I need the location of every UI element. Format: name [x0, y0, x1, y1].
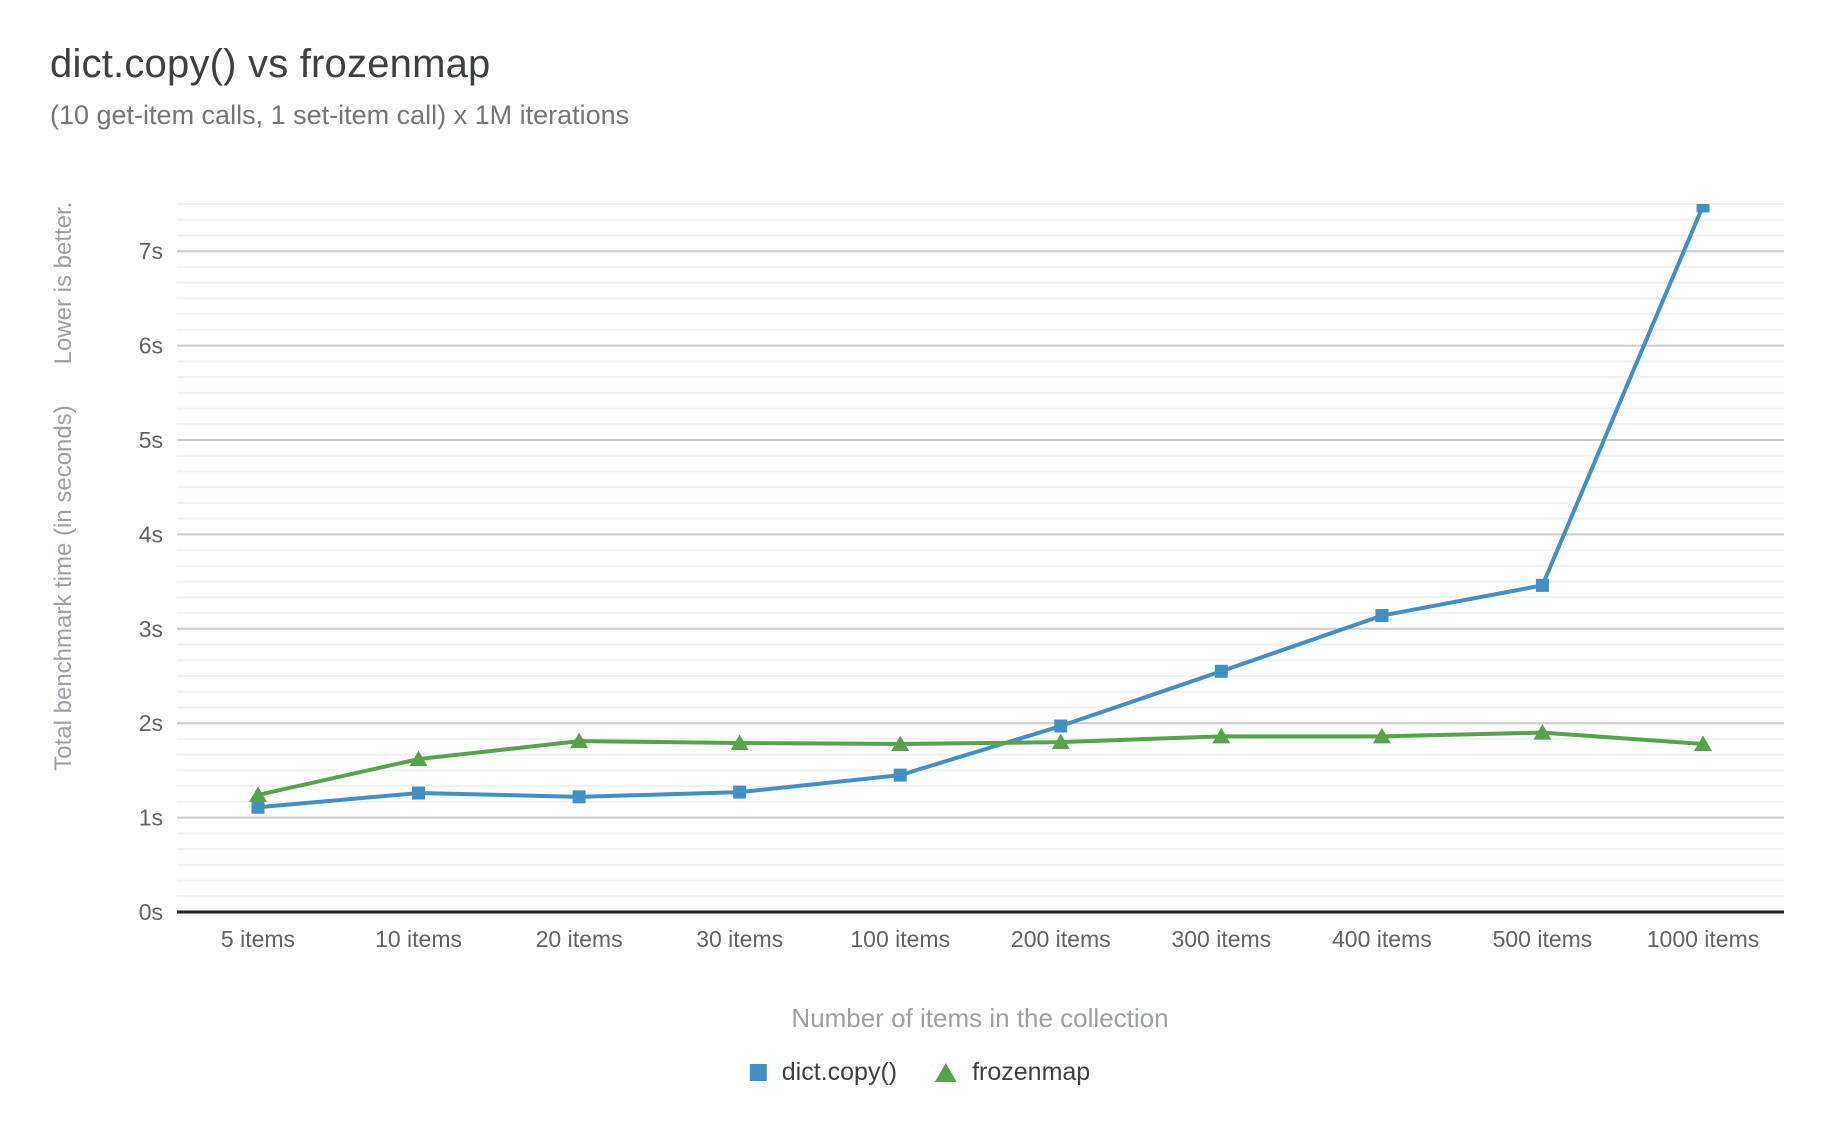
data-point-square [733, 785, 747, 799]
x-category-label: 5 items [221, 926, 295, 952]
data-point-square [1214, 664, 1228, 678]
minor-gridlines [177, 203, 1784, 898]
y-tick-label: 4s [139, 521, 163, 547]
legend: dict.copy() frozenmap [749, 1058, 1090, 1087]
data-point-triangle [249, 786, 267, 802]
legend-item-dict-copy: dict.copy() [749, 1058, 898, 1087]
data-point-triangle [891, 735, 910, 751]
y-tick-label: 6s [139, 333, 163, 359]
y-tick-label: 1s [139, 805, 163, 831]
chart-title: dict.copy() vs frozenmap [50, 42, 491, 86]
x-category-label: 300 items [1171, 926, 1271, 952]
y-tick-label: 0s [139, 899, 163, 925]
y-tick-label: 3s [139, 616, 163, 642]
x-category-label: 10 items [375, 926, 462, 952]
dict-copy-square-marker-icon [749, 1064, 767, 1081]
data-point-triangle [1212, 727, 1231, 744]
data-point-square [572, 790, 586, 804]
major-gridlines [177, 250, 1784, 819]
series-frozenmap [249, 724, 1712, 802]
y-tick-label: 7s [139, 238, 163, 264]
data-point-triangle [1694, 735, 1712, 751]
data-point-square [1054, 719, 1068, 733]
series-dict-copy [251, 204, 1710, 814]
y-tick-label: 5s [139, 427, 163, 453]
frozenmap-triangle-marker-icon [935, 1063, 958, 1082]
chart-subtitle: (10 get-item calls, 1 set-item call) x 1… [50, 100, 630, 130]
x-category-label: 500 items [1493, 926, 1593, 952]
y-tick-label: 2s [139, 710, 163, 736]
x-category-label: 20 items [536, 926, 623, 952]
x-category-label: 200 items [1011, 926, 1111, 952]
data-point-square [1696, 204, 1710, 213]
data-point-square [412, 786, 426, 800]
data-point-square [251, 800, 265, 814]
legend-label: frozenmap [972, 1058, 1091, 1086]
data-point-square [893, 768, 907, 782]
data-point-triangle [1372, 727, 1391, 744]
data-point-triangle [1533, 724, 1552, 740]
legend-item-frozenmap: frozenmap [935, 1058, 1090, 1087]
x-category-label: 30 items [696, 926, 783, 952]
data-point-triangle [730, 734, 749, 751]
data-point-triangle [409, 750, 428, 767]
x-category-label: 400 items [1332, 926, 1432, 952]
data-point-square [1535, 578, 1549, 592]
x-category-label: 100 items [850, 926, 950, 952]
data-point-triangle [1051, 733, 1070, 750]
x-category-label: 1000 items [1647, 926, 1760, 952]
legend-label: dict.copy() [781, 1058, 898, 1086]
x-axis-title: Number of items in the collection [791, 1003, 1169, 1033]
data-point-square [1375, 609, 1389, 623]
data-point-triangle [570, 732, 589, 749]
y-tick-labels: 0s 1s 2s 3s 4s 5s 6s 7s [139, 238, 163, 925]
x-category-labels: 5 items 10 items 20 items 30 items 100 items… [221, 926, 1759, 952]
